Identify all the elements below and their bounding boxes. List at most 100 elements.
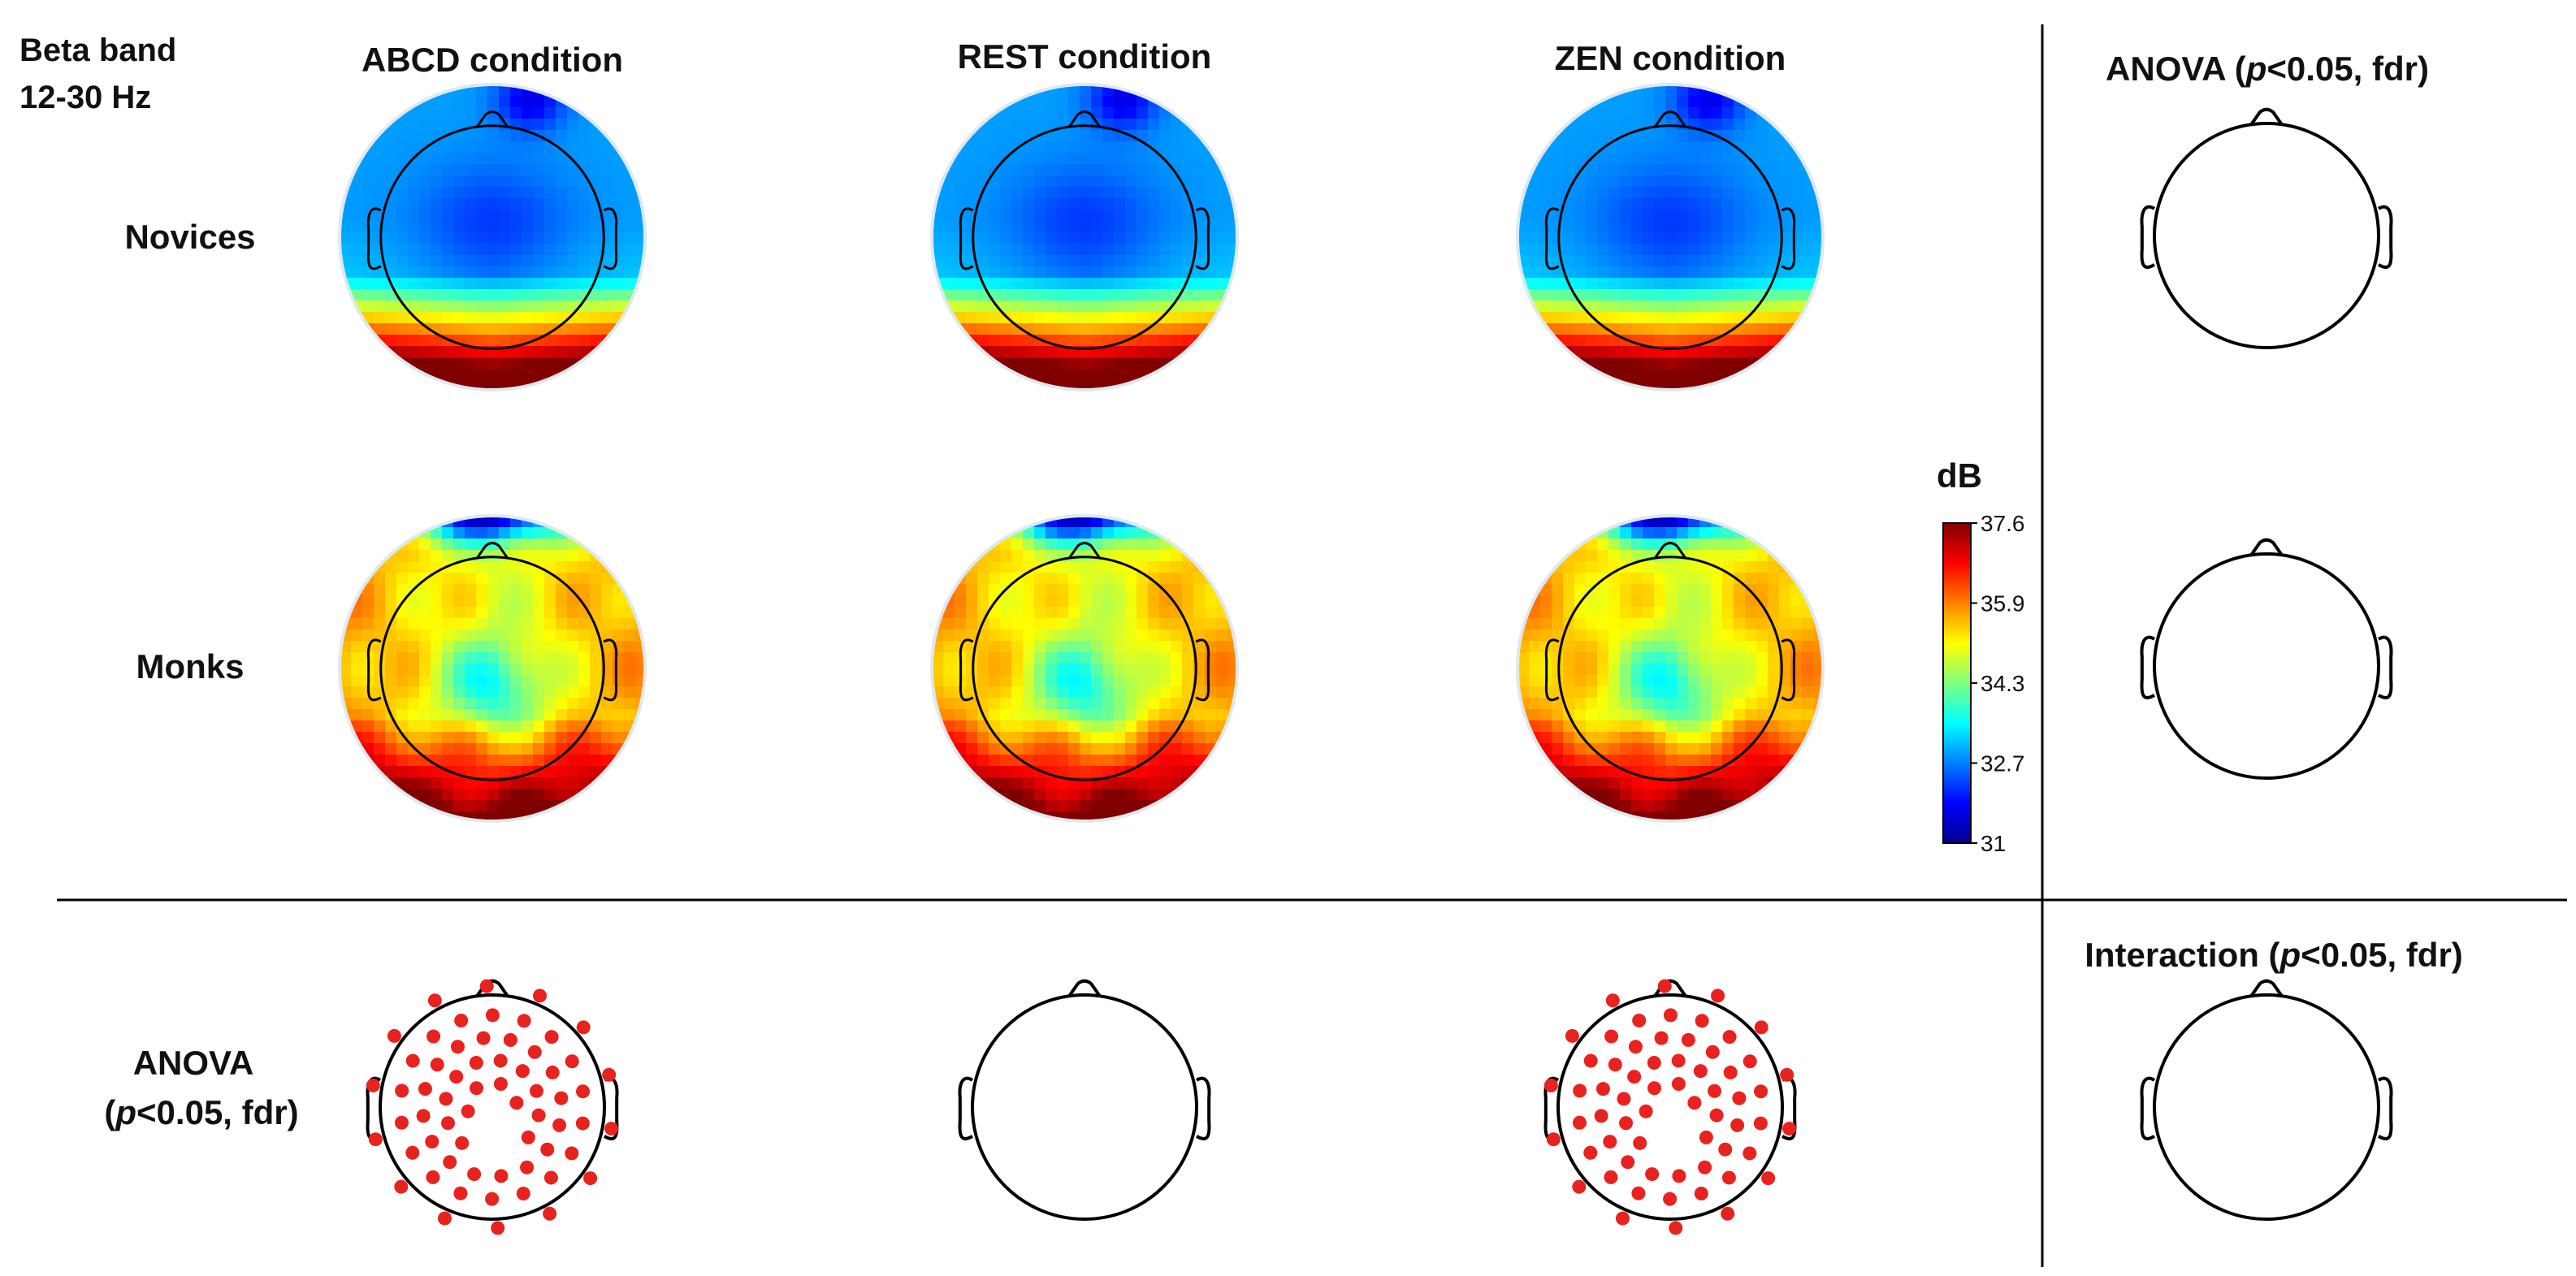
colorbar-tick-label: 37.6	[1981, 511, 2025, 536]
significant-electrode-dot	[491, 1221, 505, 1235]
significant-electrode-dot	[540, 1142, 555, 1157]
significant-electrode-dot	[1687, 1096, 1702, 1110]
significant-electrode-dot	[1761, 1171, 1776, 1186]
significant-electrode-dot	[394, 1115, 409, 1130]
ear-outline	[1781, 638, 1796, 702]
significant-electrode-dot	[427, 993, 442, 1008]
significant-electrode-dot	[543, 1206, 557, 1221]
significant-electrode-dot	[545, 1065, 560, 1079]
significant-electrode-dot	[1621, 1155, 1635, 1170]
row-label-monks: Monks	[136, 647, 244, 686]
significant-electrode-dot	[509, 1096, 524, 1110]
significant-electrode-dot	[476, 1031, 491, 1045]
ear-outline	[1544, 207, 1560, 270]
nose-outline	[1067, 979, 1102, 998]
significant-electrode-dot	[461, 1104, 475, 1118]
head-anova-rest	[958, 979, 1211, 1221]
scalp-outline	[2153, 122, 2380, 349]
head-anova-monks	[2140, 538, 2393, 780]
significant-electrode-dot	[454, 1014, 469, 1028]
ear-outline	[366, 638, 382, 702]
significant-electrode-dot	[552, 1118, 567, 1132]
significant-electrode-dot	[576, 1020, 591, 1035]
significant-electrode-dot	[1546, 1132, 1561, 1147]
ear-outline	[2140, 635, 2156, 700]
significant-electrode-dot	[1604, 1029, 1619, 1044]
ear-outline	[366, 207, 382, 270]
significant-electrode-dot	[455, 1135, 470, 1150]
nose-outline	[2249, 538, 2284, 557]
significant-electrode-dot	[449, 1070, 464, 1084]
ear-outline	[2140, 205, 2156, 270]
significant-electrode-dot	[1572, 1115, 1587, 1130]
significant-electrode-dot	[450, 1040, 465, 1054]
significant-electrode-dot	[485, 1008, 500, 1023]
significant-electrode-dot	[493, 1053, 508, 1068]
column-header-rest: REST condition	[958, 37, 1212, 76]
significant-electrode-dot	[405, 1145, 420, 1160]
significant-electrode-dot	[1663, 1008, 1678, 1023]
significant-electrode-dot	[503, 1032, 517, 1047]
head-interaction	[2140, 979, 2393, 1221]
significant-electrode-dot	[604, 1122, 619, 1136]
significant-electrode-dot	[1608, 1058, 1622, 1072]
significant-electrode-dot	[1663, 1192, 1678, 1206]
significant-electrode-dot	[467, 1167, 482, 1182]
colorbar-tick-label: 32.7	[1981, 751, 2025, 776]
significant-electrode-dot	[576, 1084, 591, 1099]
column-header-abcd: ABCD condition	[362, 41, 623, 79]
significant-electrode-dot	[395, 1084, 409, 1098]
significant-electrode-dot	[521, 1130, 535, 1144]
significant-electrode-dot	[554, 1091, 569, 1105]
colorbar-tick-label: 34.3	[1981, 671, 2025, 696]
significant-electrode-dot	[1595, 1082, 1610, 1096]
sig-dots-abcd	[366, 979, 619, 1235]
significant-electrode-dot	[1603, 1135, 1617, 1149]
scalp-outline	[1557, 556, 1783, 781]
scalp-outline	[379, 993, 606, 1221]
significant-electrode-dot	[1618, 1116, 1633, 1131]
scalp-outline	[2153, 552, 2380, 780]
significant-electrode-dot	[1647, 1081, 1662, 1096]
significant-electrode-dot	[1572, 1179, 1587, 1194]
significant-electrode-dot	[1721, 1170, 1736, 1185]
significant-electrode-dot	[1583, 1145, 1598, 1160]
ear-outline	[959, 638, 974, 702]
significant-electrode-dot	[515, 1064, 530, 1079]
significant-electrode-dot	[1723, 1065, 1738, 1079]
significant-electrode-dot	[426, 1029, 441, 1044]
significant-electrode-dot	[485, 1192, 500, 1206]
significant-electrode-dot	[1657, 979, 1672, 993]
significant-electrode-dot	[1543, 1078, 1558, 1092]
significant-electrode-dot	[1671, 1076, 1686, 1091]
significant-electrode-dot	[1730, 1118, 1745, 1132]
significant-electrode-dot	[1654, 1031, 1669, 1045]
colorbar	[1942, 522, 1972, 844]
significant-electrode-dot	[1647, 1055, 1661, 1070]
ear-outline	[603, 638, 618, 702]
significant-electrode-dot	[1671, 1053, 1686, 1068]
significant-electrode-dot	[1565, 1028, 1579, 1043]
significant-electrode-dot	[1780, 1067, 1795, 1082]
significant-electrode-dot	[531, 1108, 546, 1122]
column-header-zen: ZEN condition	[1555, 39, 1786, 77]
significant-electrode-dot	[1743, 1146, 1757, 1161]
significant-electrode-dot	[479, 979, 494, 993]
ear-outline	[603, 207, 618, 270]
significant-electrode-dot	[1573, 1084, 1587, 1098]
significant-electrode-dot	[366, 1078, 380, 1092]
topomap-head-outline	[1544, 542, 1796, 781]
significant-electrode-dot	[1672, 1169, 1686, 1183]
significant-electrode-dot	[1753, 1116, 1768, 1131]
significant-electrode-dot	[1711, 988, 1725, 1003]
significant-electrode-dot	[1708, 1084, 1722, 1098]
significant-electrode-dot	[1709, 1108, 1724, 1122]
outline-heads	[366, 107, 2393, 1221]
nose-outline	[1067, 110, 1102, 128]
significant-electrode-dot	[517, 1014, 531, 1028]
topomap-novices-zen	[1516, 83, 1825, 391]
scalp-outline	[379, 124, 605, 350]
significant-electrode-dot	[575, 1116, 590, 1131]
significant-electrode-dot	[1594, 1109, 1608, 1123]
topomap-head-outline	[366, 110, 618, 350]
